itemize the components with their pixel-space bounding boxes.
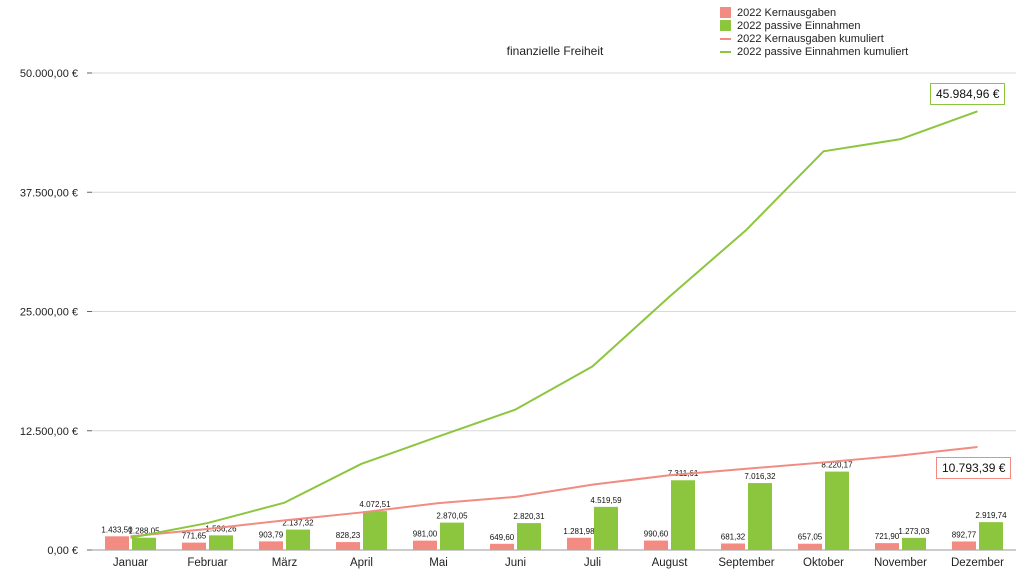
- bar: [748, 483, 772, 550]
- x-tick-label: April: [350, 557, 373, 569]
- data-label: 1.281,98: [563, 527, 595, 536]
- data-label: 681,32: [721, 533, 746, 542]
- data-label: 1.273,03: [898, 527, 930, 536]
- data-label: 1.288,05: [128, 527, 160, 536]
- data-label: 7.016,32: [744, 472, 776, 481]
- bar: [875, 543, 899, 550]
- data-label: 8.220,17: [821, 461, 853, 470]
- bar: [952, 541, 976, 550]
- x-tick-label: Februar: [187, 557, 227, 569]
- legend-item-kernausgaben: 2022 Kernausgaben: [720, 6, 908, 19]
- bar: [363, 511, 387, 550]
- bar: [440, 522, 464, 550]
- bar: [105, 536, 129, 550]
- bar: [594, 506, 618, 550]
- y-tick-label: 25.000,00 €: [20, 307, 78, 319]
- bar: [490, 543, 514, 550]
- data-label: 903,79: [259, 530, 284, 539]
- y-tick-label: 0,00 €: [47, 545, 78, 557]
- data-label: 4.072,51: [359, 500, 391, 509]
- series-line: [130, 110, 978, 539]
- legend-swatch-kernausgaben: [720, 7, 731, 18]
- bar: [517, 523, 541, 550]
- bar: [259, 541, 283, 550]
- bar: [721, 543, 745, 550]
- data-label: 990,60: [644, 530, 669, 539]
- bar: [798, 543, 822, 550]
- series-line: [130, 446, 978, 538]
- chart-legend: 2022 Kernausgaben 2022 passive Einnahmen…: [720, 6, 908, 58]
- data-label: 771,65: [182, 532, 207, 541]
- legend-swatch-passive-einnahmen: [720, 20, 731, 31]
- chart-title: finanzielle Freiheit: [506, 44, 604, 58]
- bar: [825, 471, 849, 550]
- y-tick-label: 50.000,00 €: [20, 68, 78, 80]
- data-label: 721,90: [875, 532, 900, 541]
- data-label: 2.870,05: [436, 512, 468, 521]
- bar: [979, 522, 1003, 550]
- legend-swatch-passive-einnahmen-kumuliert: [720, 50, 731, 53]
- legend-swatch-kernausgaben-kumuliert: [720, 37, 731, 40]
- bar: [671, 480, 695, 550]
- x-tick-label: Januar: [113, 557, 148, 569]
- data-label: 1.433,50: [101, 525, 133, 534]
- data-label: 2.919,74: [975, 511, 1007, 520]
- data-label: 2.820,31: [513, 512, 545, 521]
- x-tick-label: Oktober: [803, 557, 844, 569]
- x-tick-label: November: [874, 557, 927, 569]
- x-tick-label: Dezember: [951, 557, 1004, 569]
- bar: [182, 542, 206, 550]
- bar: [413, 540, 437, 550]
- data-label: 657,05: [798, 533, 823, 542]
- bar: [286, 529, 310, 550]
- legend-item-kernausgaben-kumuliert: 2022 Kernausgaben kumuliert: [720, 32, 908, 45]
- callout-kernausgaben-total: 10.793,39 €: [936, 457, 1012, 480]
- data-label: 981,00: [413, 530, 438, 539]
- data-label: 828,23: [336, 531, 361, 540]
- legend-label-kernausgaben-kumuliert: 2022 Kernausgaben kumuliert: [737, 32, 884, 45]
- bar: [209, 535, 233, 550]
- y-tick-label: 37.500,00 €: [20, 187, 78, 199]
- x-tick-label: März: [272, 557, 298, 569]
- bar: [644, 540, 668, 550]
- x-tick-label: Mai: [429, 557, 448, 569]
- y-tick-label: 12.500,00 €: [20, 426, 78, 438]
- legend-item-passive-einnahmen-kumuliert: 2022 passive Einnahmen kumuliert: [720, 45, 908, 58]
- bar: [902, 537, 926, 550]
- data-label: 649,60: [490, 533, 515, 542]
- bar: [336, 542, 360, 550]
- legend-item-passive-einnahmen: 2022 passive Einnahmen: [720, 19, 908, 32]
- data-label: 1.536,26: [205, 524, 237, 533]
- x-tick-label: Juli: [584, 557, 601, 569]
- data-label: 2.137,32: [282, 519, 314, 528]
- x-tick-label: August: [652, 557, 689, 569]
- x-tick-label: September: [718, 557, 774, 569]
- bar: [132, 537, 156, 550]
- x-tick-label: Juni: [505, 557, 526, 569]
- legend-label-passive-einnahmen-kumuliert: 2022 passive Einnahmen kumuliert: [737, 45, 909, 58]
- bar: [567, 537, 591, 550]
- legend-label-kernausgaben: 2022 Kernausgaben: [737, 6, 837, 19]
- legend-label-passive-einnahmen: 2022 passive Einnahmen: [737, 19, 861, 32]
- data-label: 4.519,59: [590, 496, 622, 505]
- data-label: 892,77: [952, 530, 977, 539]
- callout-passive-einnahmen-total: 45.984,96 €: [930, 83, 1006, 106]
